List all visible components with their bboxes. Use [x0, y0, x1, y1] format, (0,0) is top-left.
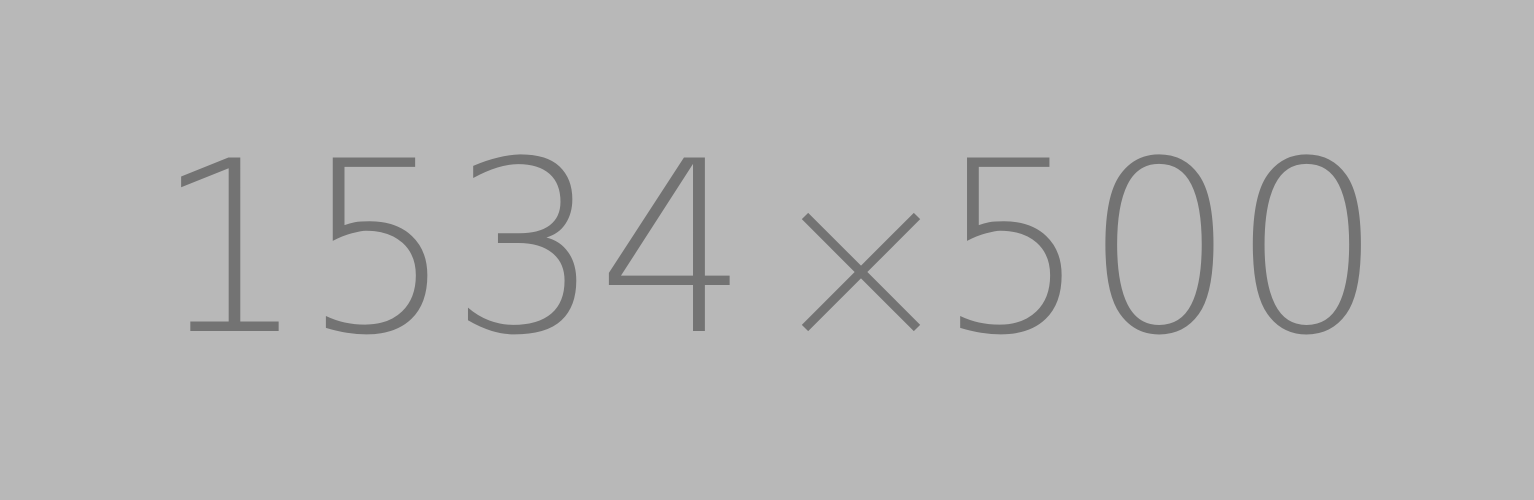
times-icon — [745, 0, 937, 500]
width-text: 1534 — [155, 111, 749, 388]
height-text: 500 — [936, 111, 1383, 388]
